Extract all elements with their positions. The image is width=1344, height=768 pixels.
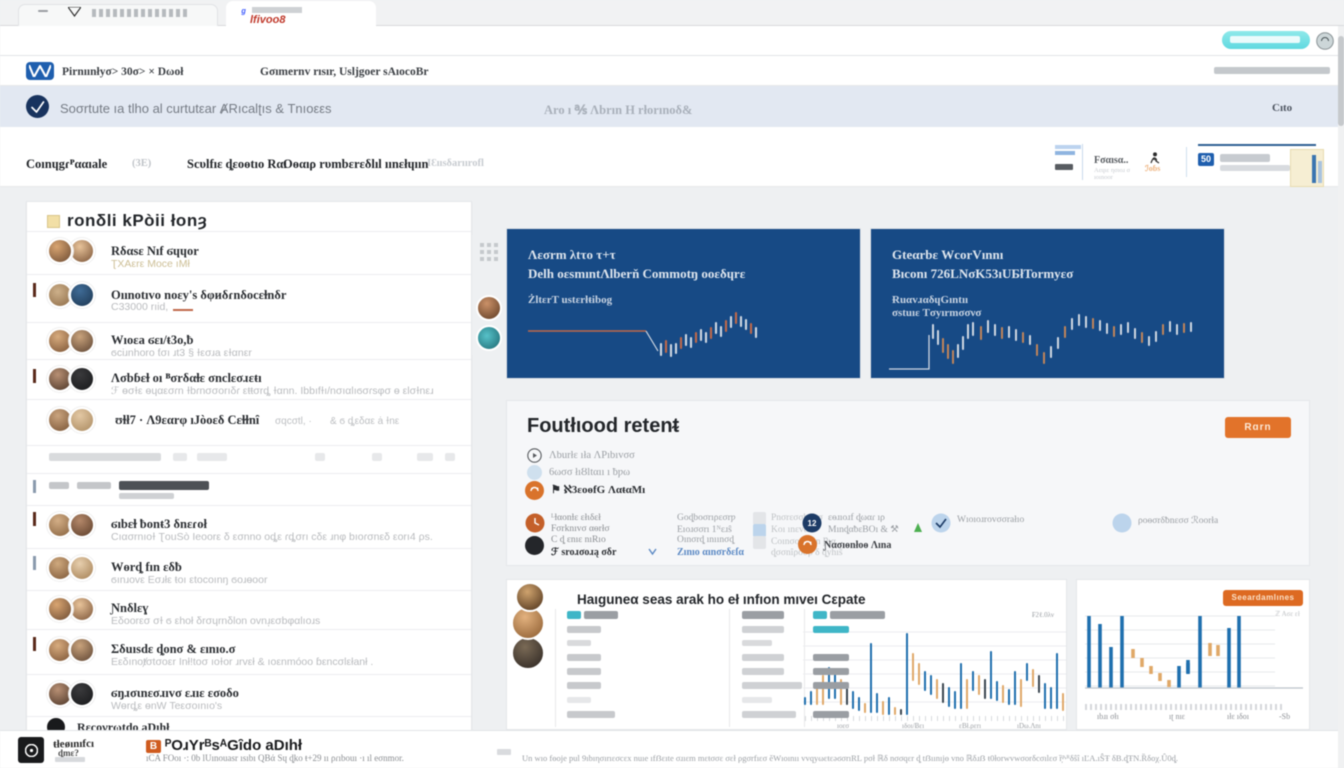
svg-text:12: 12 [808, 519, 817, 528]
